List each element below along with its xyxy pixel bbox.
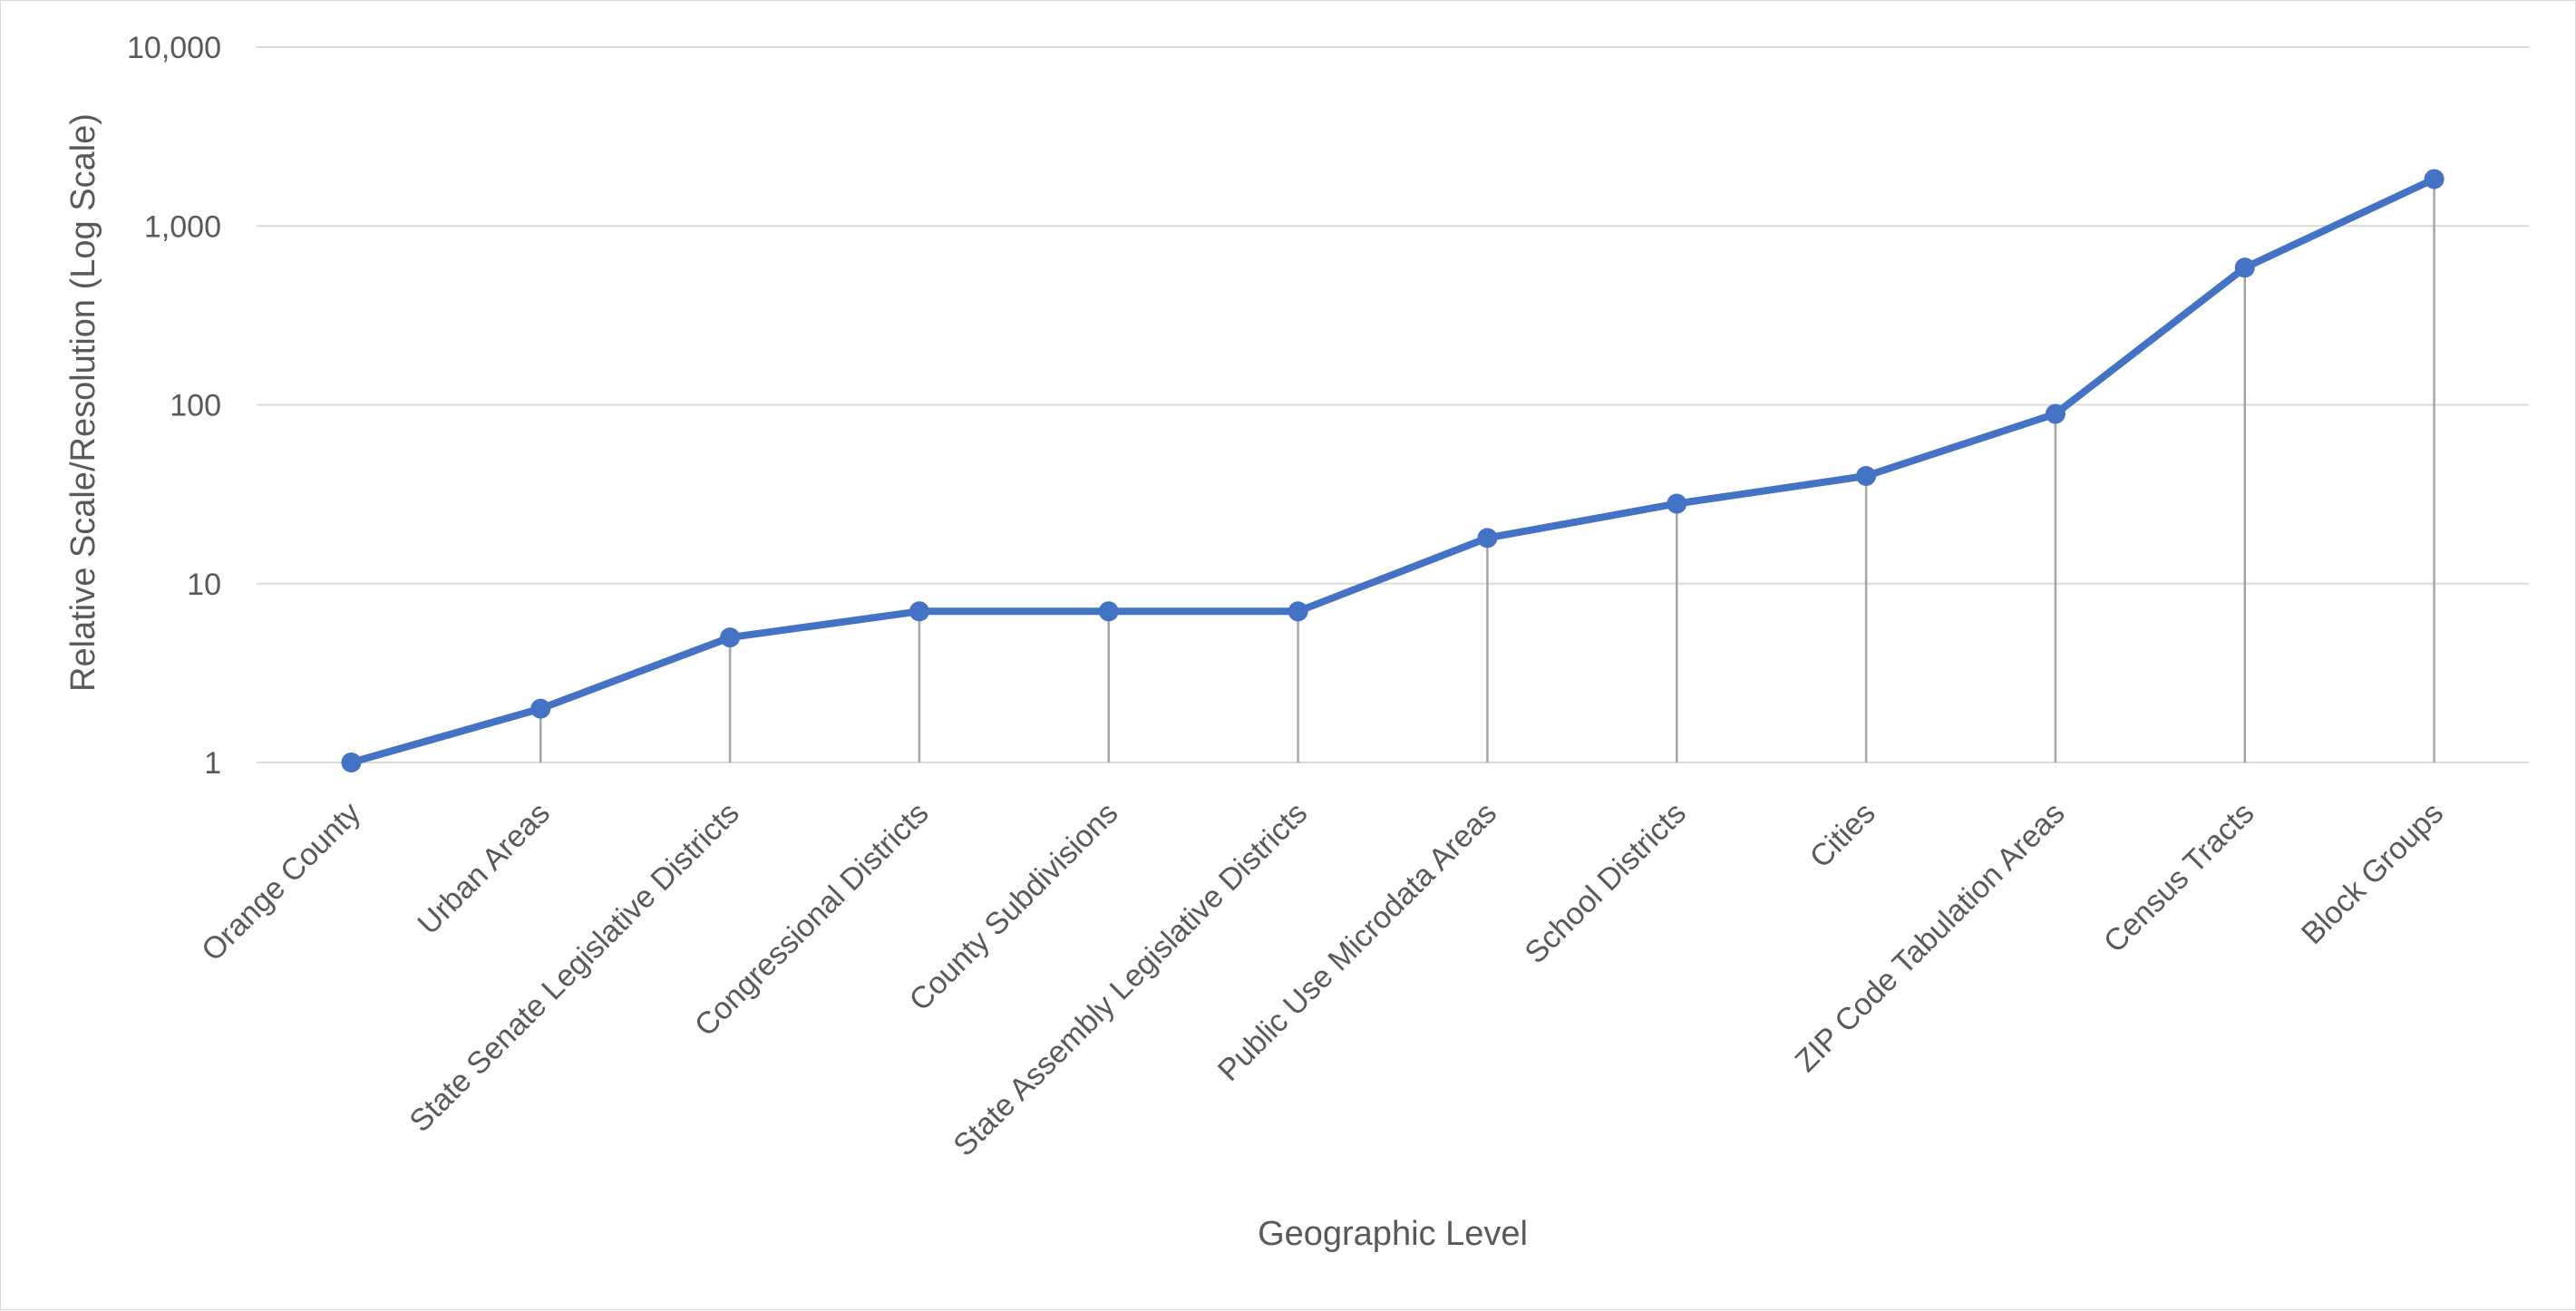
x-tick-label: School Districts	[1518, 796, 1693, 971]
data-point	[2234, 257, 2255, 278]
data-point	[1288, 601, 1308, 622]
gridlines	[257, 46, 2529, 763]
y-tick-label: 1,000	[144, 209, 221, 244]
data-point	[720, 627, 741, 648]
data-point	[1667, 493, 1687, 514]
data-point	[1856, 465, 1877, 486]
drop-lines	[540, 179, 2435, 762]
data-point	[2045, 403, 2066, 424]
x-tick-label: County Subdivisions	[903, 796, 1125, 1018]
data-point	[1098, 601, 1119, 622]
series-layer	[341, 169, 2445, 772]
x-tick-label: Orange County	[195, 796, 367, 968]
y-axis-title: Relative Scale/Resolution (Log Scale)	[64, 113, 102, 692]
y-axis-ticks: 1 10 100 1,000 10,000	[127, 31, 221, 781]
x-axis-title: Geographic Level	[1258, 1215, 1528, 1253]
data-point	[2424, 169, 2445, 189]
y-tick-label: 100	[170, 389, 221, 423]
y-tick-label: 10	[187, 568, 221, 602]
y-tick-label: 1	[204, 746, 221, 781]
series-line	[347, 175, 2438, 766]
data-point	[1477, 528, 1498, 549]
x-tick-label: State Senate Legislative Districts	[403, 796, 745, 1139]
data-point	[909, 601, 929, 622]
data-point	[530, 698, 551, 719]
x-tick-label: State Assembly Legislative Districts	[947, 796, 1314, 1163]
y-tick-label: 10,000	[127, 31, 221, 65]
x-tick-label: Census Tracts	[2097, 796, 2261, 960]
data-point	[341, 753, 362, 772]
x-tick-label: Cities	[1803, 796, 1882, 875]
x-tick-label: Urban Areas	[411, 796, 557, 942]
x-tick-label: Block Groups	[2295, 796, 2450, 951]
